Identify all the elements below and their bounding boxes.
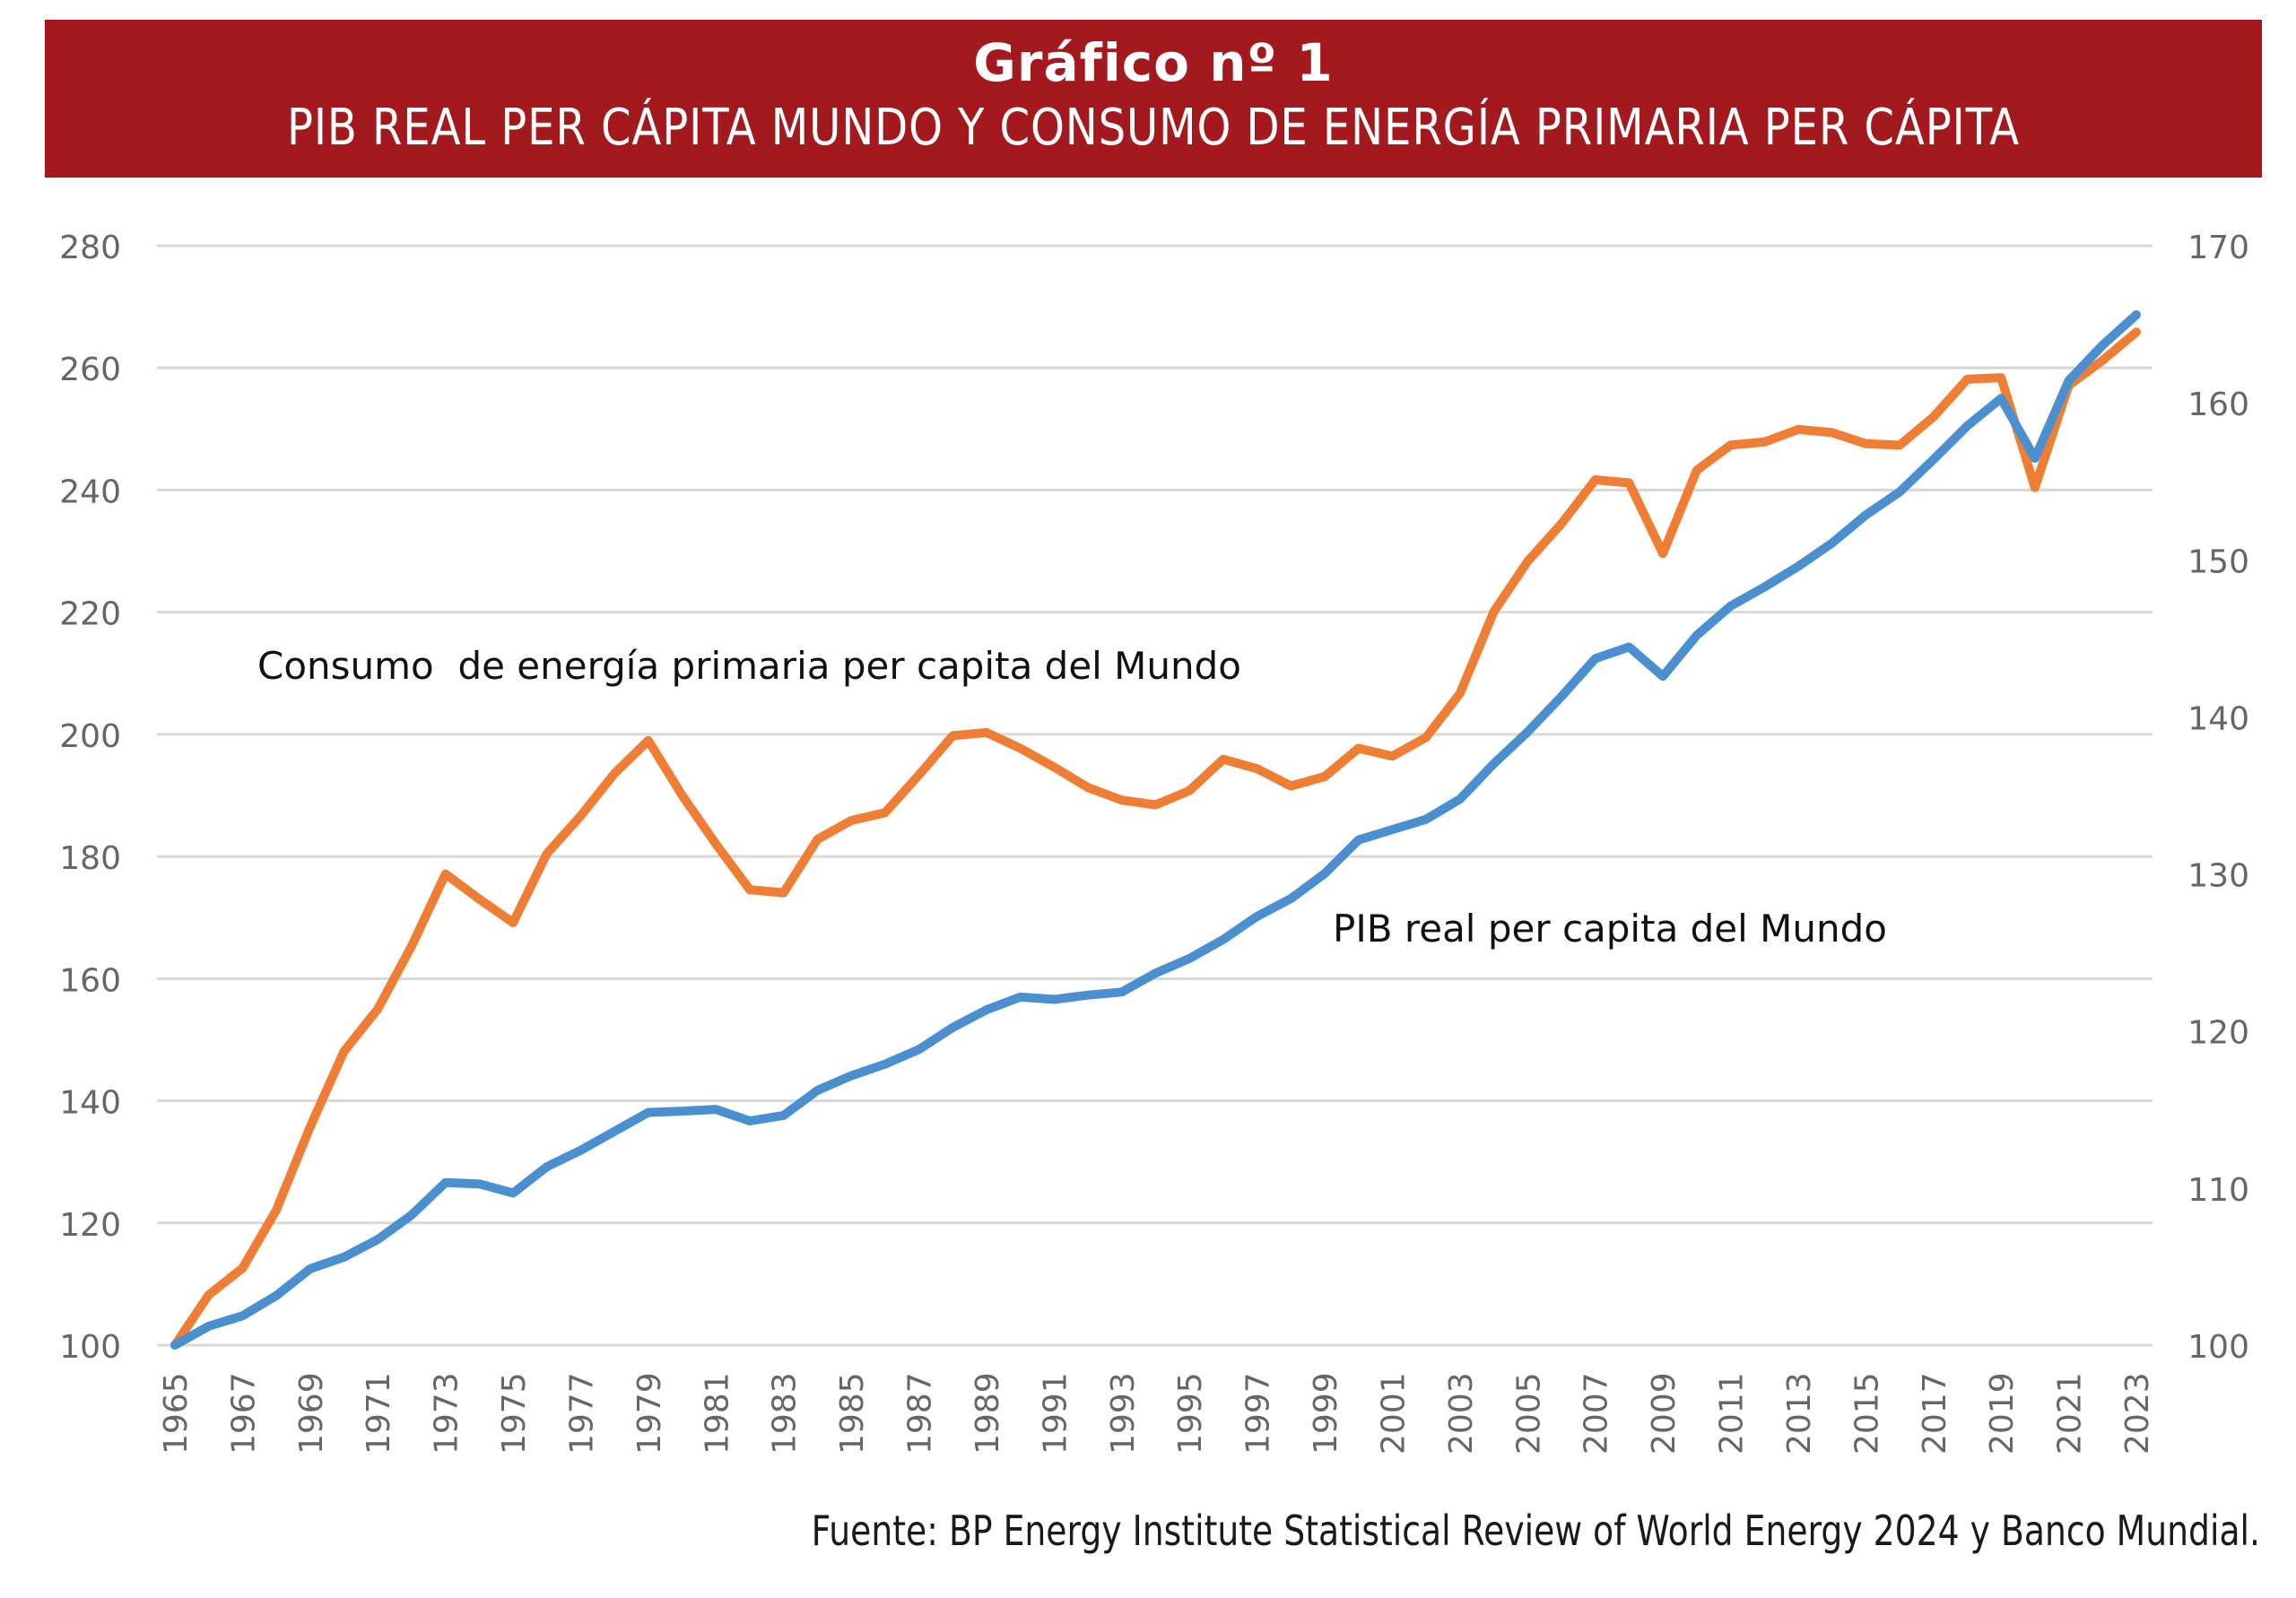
x-tick-label: 1979: [631, 1372, 668, 1455]
x-tick-label: 2017: [1917, 1372, 1953, 1455]
left-y-tick-label: 200: [59, 718, 121, 755]
x-tick-label: 1969: [293, 1372, 330, 1455]
x-axis: 1965 1967 1969 1971 1973 1975 1977 1979 1981 1983…: [158, 1372, 2156, 1455]
chart-title-banner: Gráfico nº 1 PIB REAL PER CÁPITA MUNDO Y…: [45, 20, 2262, 178]
right-y-tick-label: 130: [2187, 858, 2249, 895]
x-tick-label: 1981: [699, 1372, 735, 1455]
right-y-tick-label: 100: [2187, 1329, 2249, 1366]
left-y-axis: 100 120 140 160 180 200 220 240 260 280: [59, 230, 121, 1366]
x-tick-label: 1971: [361, 1372, 397, 1455]
x-tick-label: 2003: [1443, 1372, 1480, 1455]
x-tick-label: 1999: [1308, 1372, 1344, 1455]
gdp-series-annotation: PIB real per capita del Mundo: [1333, 907, 1887, 951]
x-tick-label: 1995: [1172, 1372, 1209, 1455]
x-tick-label: 1987: [902, 1372, 939, 1455]
left-y-tick-label: 100: [59, 1329, 121, 1366]
energy-series-line: [170, 327, 2141, 1350]
x-tick-label: 2005: [1510, 1372, 1547, 1455]
x-tick-label: 1965: [158, 1372, 195, 1455]
right-y-tick-label: 170: [2187, 230, 2249, 266]
x-tick-label: 2001: [1375, 1372, 1412, 1455]
left-y-tick-label: 120: [59, 1207, 121, 1244]
x-tick-label: 1967: [225, 1372, 262, 1455]
right-y-tick-label: 160: [2187, 386, 2249, 423]
right-y-tick-label: 150: [2187, 543, 2249, 580]
x-tick-label: 1975: [496, 1372, 533, 1455]
x-tick-label: 1973: [429, 1372, 465, 1455]
x-tick-label: 2009: [1646, 1372, 1683, 1455]
right-y-tick-label: 110: [2187, 1172, 2249, 1209]
left-y-tick-label: 140: [59, 1085, 121, 1122]
x-tick-label: 1985: [834, 1372, 871, 1455]
left-y-tick-label: 160: [59, 962, 121, 999]
x-tick-label: 1977: [563, 1372, 600, 1455]
x-tick-label: 1989: [970, 1372, 1006, 1455]
x-tick-label: 2015: [1848, 1372, 1885, 1455]
right-y-tick-label: 120: [2187, 1015, 2249, 1052]
right-y-tick-label: 140: [2187, 700, 2249, 737]
source-note: Fuente: BP Energy Institute Statistical …: [811, 1507, 2260, 1555]
right-y-axis: 100 110 120 130 140 150 160 170: [2187, 230, 2249, 1366]
x-tick-label: 2007: [1578, 1372, 1615, 1455]
x-tick-label: 1993: [1105, 1372, 1142, 1455]
x-tick-label: 2021: [2052, 1372, 2089, 1455]
x-tick-label: 1983: [767, 1372, 804, 1455]
left-y-tick-label: 280: [59, 230, 121, 266]
energy-series-annotation: Consumo de energía primaria per capita d…: [257, 644, 1241, 688]
series-lines: [170, 310, 2141, 1350]
chart-subtitle: PIB REAL PER CÁPITA MUNDO Y CONSUMO DE E…: [286, 99, 2021, 157]
gdp-series-line: [170, 310, 2141, 1350]
x-tick-label: 1997: [1240, 1372, 1277, 1455]
x-tick-label: 2013: [1781, 1372, 1818, 1455]
x-tick-label: 2019: [1984, 1372, 2021, 1455]
left-y-tick-label: 240: [59, 473, 121, 510]
left-y-tick-label: 220: [59, 596, 121, 633]
x-tick-label: 2011: [1714, 1372, 1751, 1455]
left-y-tick-label: 260: [59, 352, 121, 388]
x-tick-label: 1991: [1037, 1372, 1074, 1455]
left-y-tick-label: 180: [59, 840, 121, 877]
x-tick-label: 2023: [2119, 1372, 2156, 1455]
chart-number-title: Gráfico nº 1: [973, 32, 1334, 93]
